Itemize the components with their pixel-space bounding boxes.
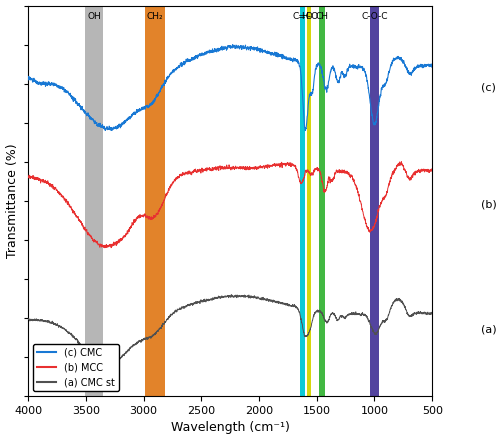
X-axis label: Wavelength (cm⁻¹): Wavelength (cm⁻¹) [171,422,290,434]
Text: CH: CH [316,12,328,21]
Bar [146,6,165,396]
Legend: (c) CMC, (b) MCC, (a) CMC st: (c) CMC, (b) MCC, (a) CMC st [33,344,119,391]
Text: H-O: H-O [300,12,318,21]
Bar [370,6,379,396]
Bar [319,6,325,396]
Text: OH: OH [87,12,101,21]
Y-axis label: Transmittance (%): Transmittance (%) [6,143,18,258]
Bar [300,6,306,396]
Bar [306,6,311,396]
Text: (b): (b) [480,200,496,210]
Text: CH₂: CH₂ [147,12,164,21]
Text: C-O-C: C-O-C [361,12,388,21]
Bar [85,6,103,396]
Text: (c): (c) [480,83,496,92]
Text: C=O: C=O [293,12,314,21]
Text: (a): (a) [480,325,496,335]
